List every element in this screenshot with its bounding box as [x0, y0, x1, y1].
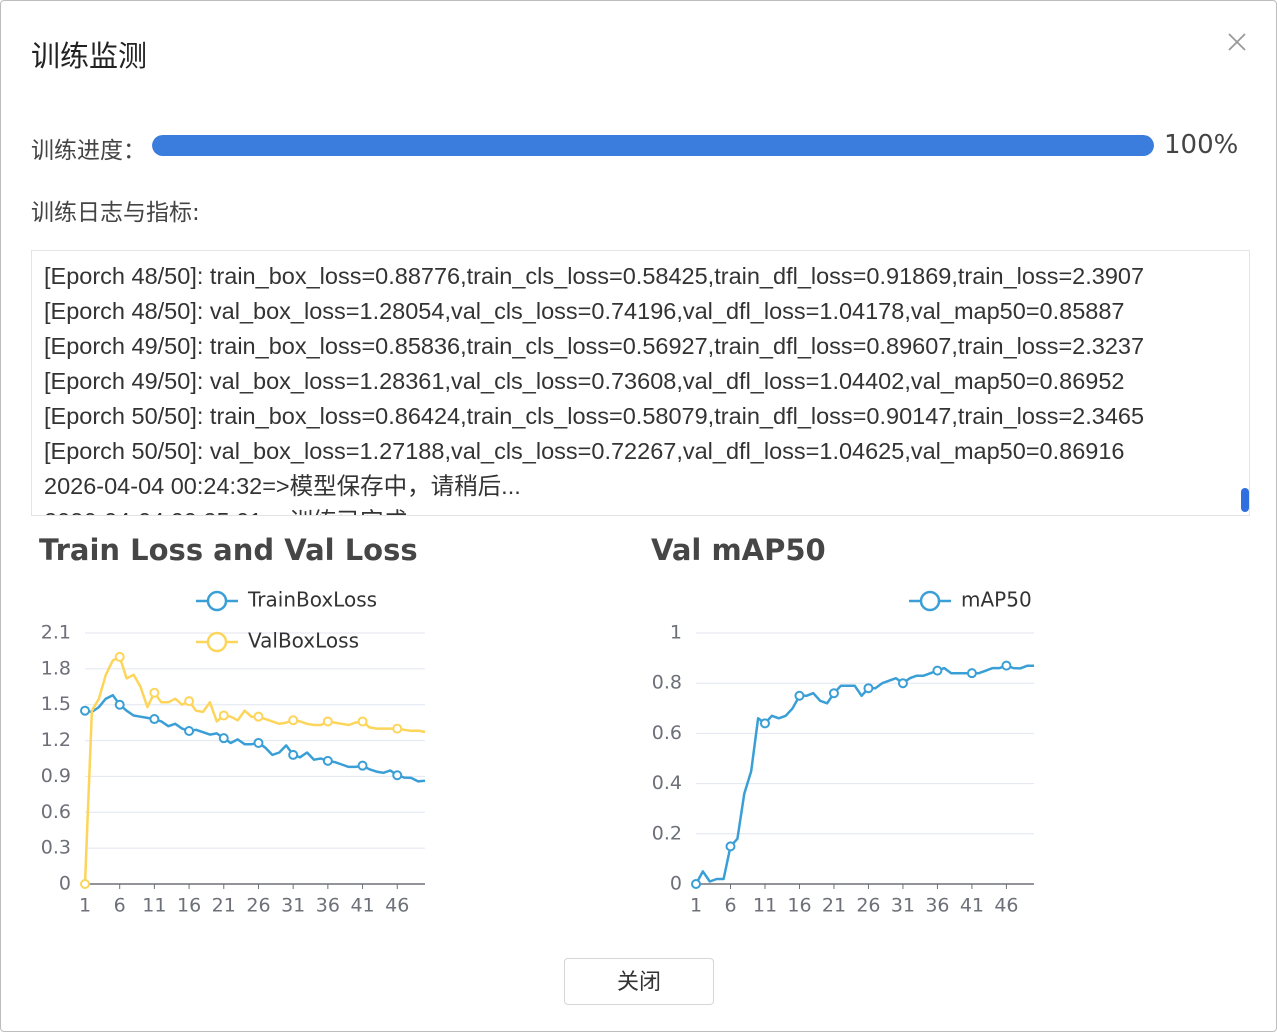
point	[357, 716, 368, 727]
x-tick-label: 31	[891, 895, 915, 917]
point	[691, 879, 701, 889]
legend-label: TrainBoxLoss	[247, 588, 377, 612]
log-content: [Eporch 48/50]: train_box_loss=0.88776,t…	[32, 251, 1249, 515]
point	[80, 705, 90, 716]
series-line	[84, 693, 426, 783]
legend-symbol	[206, 590, 228, 612]
progress-fill	[152, 135, 1154, 156]
x-tick-label: 11	[142, 895, 166, 917]
point	[322, 716, 333, 727]
log-line: [Eporch 49/50]: val_box_loss=1.28361,val…	[44, 368, 1125, 394]
x-tick-label: 36	[925, 895, 949, 917]
x-tick-label: 26	[246, 895, 270, 917]
point	[932, 665, 943, 676]
log-line: [Eporch 50/50]: train_box_loss=0.86424,t…	[44, 403, 1145, 429]
x-tick-label: 11	[753, 895, 777, 917]
point	[1001, 660, 1012, 671]
y-tick-label: 1	[670, 622, 682, 644]
point	[357, 760, 368, 771]
point	[80, 879, 90, 889]
progress-track	[152, 135, 1154, 156]
x-tick-label: 16	[177, 895, 201, 917]
chart-title: Train Loss and Val Loss	[39, 533, 418, 567]
point	[392, 723, 403, 734]
close-button[interactable]: 关闭	[564, 958, 714, 1005]
y-tick-label: 0	[670, 873, 682, 895]
y-tick-label: 1.2	[41, 729, 71, 751]
point	[114, 651, 125, 662]
y-tick-label: 0.9	[41, 765, 71, 787]
y-tick-label: 0.6	[41, 801, 71, 823]
log-line: [Eporch 48/50]: val_box_loss=1.28054,val…	[44, 298, 1125, 324]
point	[897, 678, 908, 689]
point	[114, 699, 125, 710]
y-tick-label: 0.6	[652, 722, 682, 744]
point	[288, 715, 299, 726]
x-tick-label: 21	[822, 895, 846, 917]
point	[966, 668, 977, 679]
point	[725, 841, 736, 852]
scrollbar[interactable]	[1241, 488, 1249, 512]
charts: Train Loss and Val Loss 0 0.3 0.6 0.9 1.2 1.5 1…	[39, 533, 1034, 917]
x-tick-label: 1	[690, 895, 702, 917]
progress-value: 100%	[1164, 130, 1239, 160]
point	[149, 687, 160, 698]
y-tick-label: 0	[59, 873, 71, 895]
y-tick-label: 1.8	[41, 657, 71, 679]
chart-title: Val mAP50	[651, 533, 826, 567]
point	[863, 683, 874, 694]
x-tick-label: 31	[281, 895, 305, 917]
series-line	[694, 664, 1034, 885]
progress-label: 训练进度：	[31, 138, 146, 164]
x-tick-label: 21	[212, 895, 236, 917]
log-line: 2026-04-04 00:25:01=>训练已完成	[44, 504, 1249, 515]
point	[184, 696, 195, 707]
log-line: [Eporch 50/50]: val_box_loss=1.27188,val…	[44, 438, 1125, 464]
point	[759, 718, 770, 729]
y-tick-label: 0.4	[652, 772, 682, 794]
point	[322, 755, 333, 766]
point	[794, 690, 805, 701]
x-tick-label: 41	[960, 895, 984, 917]
point	[288, 749, 299, 760]
log-box: [Eporch 48/50]: train_box_loss=0.88776,t…	[31, 250, 1250, 516]
y-tick-label: 0.2	[652, 822, 682, 844]
x-tick-label: 41	[350, 895, 374, 917]
x-tick-label: 46	[994, 895, 1018, 917]
legend-symbol	[206, 631, 228, 653]
x-tick-label: 6	[724, 895, 736, 917]
legend-label: ValBoxLoss	[248, 629, 359, 653]
log-label: 训练日志与指标:	[31, 200, 200, 226]
y-tick-label: 2.1	[41, 622, 71, 644]
x-tick-label: 1	[79, 895, 91, 917]
point	[253, 711, 264, 722]
x-tick-label: 46	[385, 895, 409, 917]
point	[184, 726, 195, 737]
x-tick-label: 36	[316, 895, 340, 917]
y-tick-label: 1.5	[41, 693, 71, 715]
legend-symbol	[919, 590, 941, 612]
point	[149, 714, 160, 725]
legend-label: mAP50	[961, 588, 1032, 612]
point	[218, 710, 229, 721]
x-tick-label: 6	[114, 895, 126, 917]
point	[828, 688, 839, 699]
point	[218, 733, 229, 744]
x-tick-label: 26	[856, 895, 880, 917]
point	[392, 770, 403, 781]
point	[253, 737, 264, 748]
log-line: 2026-04-04 00:24:32=>模型保存中，请稍后...	[44, 473, 521, 499]
dialog-title: 训练监测	[31, 39, 148, 73]
log-line: [Eporch 49/50]: train_box_loss=0.85836,t…	[44, 333, 1145, 359]
close-icon[interactable]	[1227, 32, 1247, 52]
y-tick-label: 0.8	[652, 672, 682, 694]
x-tick-label: 16	[787, 895, 811, 917]
log-line: [Eporch 48/50]: train_box_loss=0.88776,t…	[44, 263, 1145, 289]
y-tick-label: 0.3	[41, 837, 71, 859]
